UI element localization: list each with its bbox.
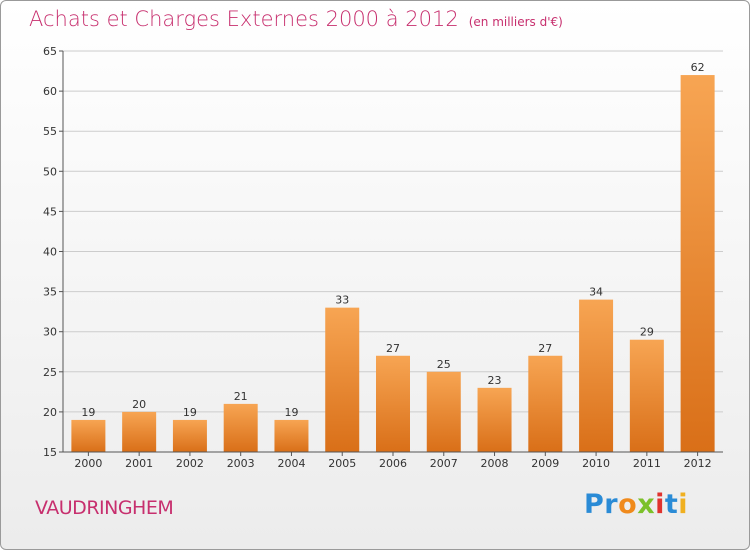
bar — [172, 419, 207, 452]
proxiti-logo: Proxiti — [584, 489, 688, 520]
data-label: 27 — [386, 342, 400, 355]
y-tick-label: 60 — [43, 85, 57, 98]
bar — [579, 299, 614, 452]
x-tick-label: 2002 — [176, 457, 204, 470]
x-tick-label: 2008 — [481, 457, 509, 470]
logo-letter: r — [604, 489, 619, 520]
bar — [680, 75, 715, 452]
y-tick-label: 30 — [43, 326, 57, 339]
bar — [71, 419, 106, 452]
bar — [223, 403, 258, 452]
title-text: Achats et Charges Externes 2000 à 2012 — [29, 7, 459, 31]
logo-letter: P — [584, 489, 605, 520]
data-label: 62 — [691, 61, 705, 74]
x-tick-label: 2003 — [227, 457, 255, 470]
bar — [629, 339, 664, 452]
chart-title: Achats et Charges Externes 2000 à 2012 (e… — [29, 7, 563, 31]
x-tick-label: 2006 — [379, 457, 407, 470]
logo-letter: i — [678, 489, 689, 520]
y-tick-label: 50 — [43, 165, 57, 178]
data-label: 19 — [284, 406, 298, 419]
bar — [528, 355, 563, 452]
axes — [59, 50, 723, 456]
data-label: 27 — [538, 342, 552, 355]
bar — [477, 387, 512, 452]
logo-letter: i — [655, 489, 665, 520]
x-tick-label: 2005 — [328, 457, 356, 470]
labels: 15 20 25 30 35 40 45 50 55 60 65 2000 19 2001 20 2002 19… — [43, 45, 712, 470]
logo-letter: o — [618, 489, 638, 520]
unit-text: (en milliers d'€) — [468, 15, 563, 29]
data-label: 19 — [81, 406, 95, 419]
x-tick-label: 2012 — [684, 457, 712, 470]
data-label: 25 — [437, 358, 451, 371]
y-tick-label: 35 — [43, 286, 57, 299]
bars — [71, 75, 715, 452]
y-tick-label: 25 — [43, 366, 57, 379]
logo-letter: t — [664, 489, 679, 520]
x-tick-label: 2010 — [582, 457, 610, 470]
bar — [122, 411, 157, 452]
bar — [376, 355, 410, 452]
y-tick-label: 15 — [43, 446, 57, 459]
y-tick-label: 55 — [43, 125, 57, 138]
x-tick-label: 2011 — [633, 457, 661, 470]
bar — [426, 371, 461, 452]
bar — [325, 307, 360, 452]
data-label: 20 — [132, 398, 146, 411]
data-label: 33 — [335, 294, 349, 307]
data-label: 29 — [640, 326, 654, 339]
x-tick-label: 2009 — [531, 457, 559, 470]
bar — [274, 419, 309, 452]
logo-letter: x — [637, 489, 656, 520]
data-label: 34 — [589, 286, 603, 299]
x-tick-label: 2007 — [430, 457, 458, 470]
x-tick-label: 2000 — [74, 457, 102, 470]
x-tick-label: 2001 — [125, 457, 153, 470]
y-tick-label: 45 — [43, 205, 57, 218]
y-tick-label: 40 — [43, 246, 57, 259]
data-label: 21 — [234, 390, 248, 403]
y-tick-label: 65 — [43, 45, 57, 58]
x-tick-label: 2004 — [277, 457, 305, 470]
y-tick-label: 20 — [43, 406, 57, 419]
city-name: VAUDRINGHEM — [35, 497, 174, 519]
data-label: 19 — [183, 406, 197, 419]
data-label: 23 — [488, 374, 502, 387]
